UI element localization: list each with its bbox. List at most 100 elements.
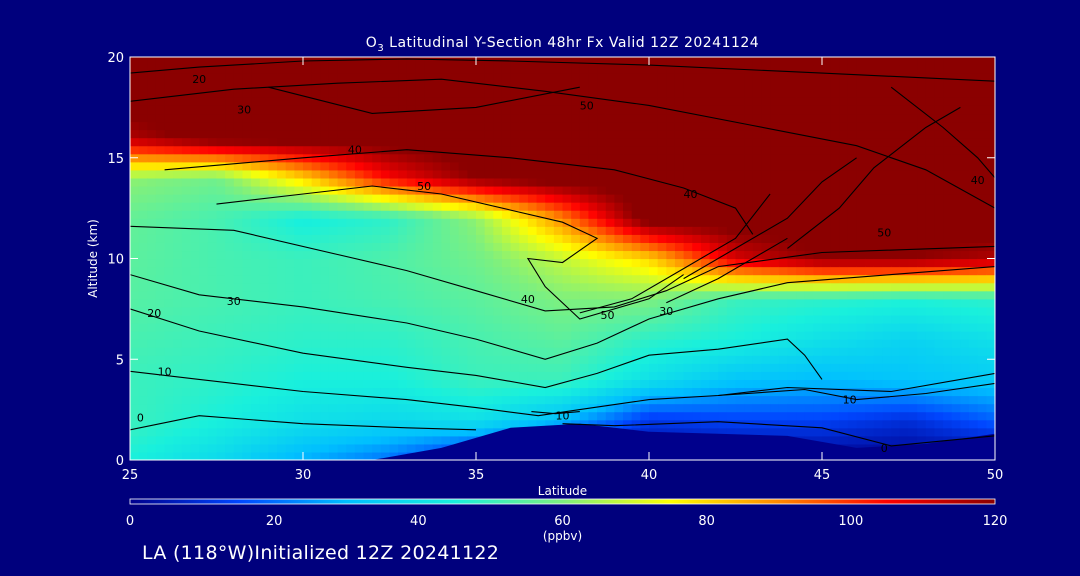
field-cell <box>899 242 910 252</box>
field-cell <box>839 411 849 421</box>
field-cell <box>761 290 771 300</box>
field-cell <box>328 250 339 260</box>
field-cell <box>882 194 892 203</box>
field-cell <box>597 355 607 364</box>
field-cell <box>709 306 719 316</box>
field-cell <box>597 137 607 147</box>
field-cell <box>925 169 936 179</box>
field-cell <box>251 290 261 300</box>
field-cell <box>519 363 529 372</box>
field-cell <box>251 379 261 389</box>
field-cell <box>190 121 200 131</box>
field-cell <box>173 226 183 235</box>
field-cell <box>173 395 183 405</box>
field-cell <box>813 298 823 308</box>
field-cell <box>225 331 235 340</box>
field-cell <box>891 113 901 123</box>
field-cell <box>986 339 995 348</box>
field-cell <box>709 169 719 179</box>
field-cell <box>623 65 633 74</box>
field-cell <box>450 331 460 340</box>
field-cell <box>527 234 538 243</box>
field-cell <box>216 322 226 332</box>
field-cell <box>657 274 667 284</box>
field-cell <box>847 121 858 131</box>
field-cell <box>787 234 797 243</box>
field-cell <box>804 105 814 115</box>
field-cell <box>830 113 840 123</box>
field-cell <box>190 290 200 300</box>
field-cell <box>761 57 771 66</box>
field-cell <box>450 274 460 284</box>
field-cell <box>277 226 287 235</box>
field-cell <box>458 435 468 445</box>
field-cell <box>899 379 910 389</box>
field-cell <box>847 153 858 163</box>
field-cell <box>328 242 339 252</box>
field-cell <box>666 161 676 171</box>
field-cell <box>199 395 209 405</box>
field-cell <box>389 435 399 445</box>
field-cell <box>865 379 875 389</box>
field-cell <box>389 363 399 372</box>
field-cell <box>320 89 330 98</box>
field-cell <box>259 153 269 163</box>
field-cell <box>666 97 676 106</box>
field-cell <box>415 250 425 260</box>
field-cell <box>389 395 399 405</box>
field-cell <box>761 395 771 405</box>
field-cell <box>822 97 832 106</box>
field-cell <box>510 89 520 98</box>
field-cell <box>744 411 754 421</box>
field-cell <box>778 97 788 106</box>
field-cell <box>571 177 581 187</box>
field-cell <box>588 419 598 429</box>
field-cell <box>450 73 460 82</box>
field-cell <box>718 266 728 276</box>
field-cell <box>666 427 676 437</box>
field-cell <box>242 202 252 211</box>
field-cell <box>372 322 382 332</box>
field-cell <box>389 403 399 413</box>
field-cell <box>207 202 218 211</box>
field-cell <box>796 169 806 179</box>
field-cell <box>527 274 538 284</box>
field-cell <box>181 65 192 74</box>
field-cell <box>130 266 140 276</box>
field-cell <box>441 234 451 243</box>
field-cell <box>709 290 719 300</box>
field-cell <box>683 387 693 397</box>
field-cell <box>735 129 745 139</box>
field-cell <box>761 218 771 227</box>
field-cell <box>251 137 261 147</box>
field-cell <box>484 419 494 429</box>
field-cell <box>761 266 771 276</box>
field-cell <box>899 298 910 308</box>
field-cell <box>389 89 399 98</box>
field-cell <box>718 234 728 243</box>
field-cell <box>164 177 174 187</box>
field-cell <box>562 153 572 163</box>
field-cell <box>207 258 218 268</box>
field-cell <box>839 105 849 115</box>
field-cell <box>943 403 953 413</box>
field-cell <box>225 113 235 123</box>
field-cell <box>536 274 546 284</box>
field-cell <box>199 145 209 155</box>
field-cell <box>960 331 970 340</box>
field-cell <box>700 355 711 364</box>
field-cell <box>882 322 892 332</box>
field-cell <box>847 113 858 123</box>
field-cell <box>138 202 148 211</box>
field-cell <box>510 298 520 308</box>
field-cell <box>199 451 209 460</box>
field-cell <box>337 306 347 316</box>
field-cell <box>190 153 200 163</box>
field-cell <box>986 89 995 98</box>
field-cell <box>173 411 183 421</box>
field-cell <box>441 274 451 284</box>
field-cell <box>545 274 555 284</box>
field-cell <box>674 113 685 123</box>
field-cell <box>467 89 477 98</box>
field-cell <box>233 306 244 316</box>
